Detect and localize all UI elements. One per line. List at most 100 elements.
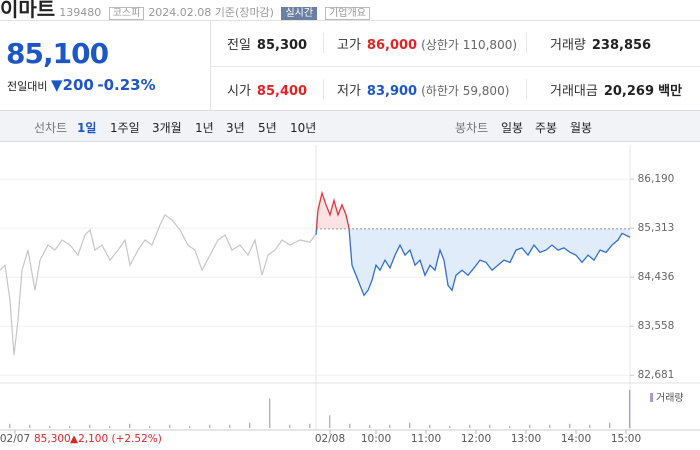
tab[interactable]: 5년 — [258, 121, 277, 135]
tab[interactable]: 주봉 — [535, 121, 558, 135]
y-tick-label: 84,436 — [638, 271, 675, 283]
stats: 전일 85,300 고가 86,000 (상한가 110,800) 거래량 238,85… — [211, 20, 700, 111]
stat-value: 85,400 — [256, 84, 308, 99]
stat: 거래량 238,856 — [550, 34, 651, 53]
volume-bar — [89, 424, 91, 428]
volume-bar — [289, 424, 291, 428]
stat-sub: (상한가 110,800) — [421, 38, 518, 52]
volume-bar — [569, 423, 571, 428]
stat: 거래대금 20,269 백만 — [550, 80, 682, 99]
volume-bar — [449, 425, 451, 428]
volume-bar — [629, 390, 631, 428]
tab: 선차트 — [34, 121, 68, 135]
stat-label: 거래대금 — [550, 84, 598, 99]
volume-bar — [469, 424, 471, 428]
stat-label: 전일 — [227, 38, 251, 53]
volume-bar — [389, 424, 391, 428]
volume-bar — [49, 425, 51, 428]
volume-bar — [429, 424, 431, 428]
tab[interactable]: 10년 — [290, 121, 317, 135]
change-label: 전일대비 — [7, 80, 48, 93]
stat-value: 238,856 — [591, 38, 652, 53]
stat-label: 시가 — [227, 84, 251, 99]
chart-tabs: 선차트 1일 1주일 3개월 1년 3년 5년 10년 봉차트 일봉 주봉 월봉 — [0, 110, 700, 142]
x-tick-label: 02/07 — [0, 433, 30, 445]
volume-bar — [529, 424, 531, 428]
volume-bar — [249, 422, 251, 428]
tab[interactable]: 월봉 — [570, 121, 593, 135]
stats-row: 시가 85,400 저가 83,900 (하한가 59,800) 거래대금 20,269… — [211, 66, 700, 111]
stat-value: 83,900 — [366, 84, 418, 99]
chart: 86,190 85,313 84,436 83,558 82,681 거래량 02/07 02… — [0, 145, 700, 445]
volume-bar — [9, 423, 11, 428]
stock-name: 이마트 — [0, 0, 56, 21]
stat-label: 거래량 — [550, 38, 586, 53]
volume-bar — [509, 425, 511, 428]
tab: 봉차트 — [455, 121, 489, 135]
stat-sub: (하한가 59,800) — [421, 84, 510, 98]
volume-bar — [29, 424, 31, 428]
tab[interactable]: 1일 — [77, 121, 97, 135]
market: 코스피 — [108, 7, 145, 20]
y-tick-label: 86,190 — [638, 173, 675, 185]
volume-bar — [109, 425, 111, 428]
price-line — [0, 213, 316, 356]
company-button[interactable]: 기업개요 — [325, 7, 370, 20]
date: 2024.02.08 기준(장마감) — [148, 6, 274, 19]
stat-label: 저가 — [337, 84, 361, 99]
y-tick-label: 83,558 — [638, 320, 675, 332]
stock-code: 139480 — [59, 6, 102, 19]
volume-bar — [69, 425, 71, 428]
volume-legend-swatch — [650, 393, 653, 402]
realtime-button[interactable]: 실시간 — [281, 7, 318, 20]
change: 전일대비 ▼200 -0.23% — [7, 76, 156, 94]
volume-label: 거래량 — [656, 392, 684, 404]
volume-bar — [269, 398, 271, 428]
volume-bar — [309, 423, 311, 428]
tab[interactable]: 일봉 — [501, 121, 524, 135]
volume-bar — [329, 415, 331, 428]
x-tick-label: 12:00 — [461, 433, 491, 445]
volume-bar — [489, 424, 491, 428]
volume-bar — [349, 423, 351, 428]
tab[interactable]: 1주일 — [110, 121, 140, 135]
volume-bar — [129, 423, 131, 428]
stat-unit: 백만 — [658, 84, 683, 99]
volume-bar — [209, 424, 211, 428]
tab[interactable]: 3년 — [226, 121, 245, 135]
volume-bar — [369, 424, 371, 428]
stat: 저가 83,900 (하한가 59,800) — [337, 80, 509, 99]
volume-bar — [589, 424, 591, 428]
stat: 시가 85,400 — [227, 80, 307, 99]
stat-value: 86,000 — [366, 38, 418, 53]
volume-bar — [549, 424, 551, 428]
stats-row: 전일 85,300 고가 86,000 (상한가 110,800) 거래량 238,85… — [211, 21, 700, 65]
volume-bar — [169, 424, 171, 428]
x-tick-label: 10:00 — [361, 433, 391, 445]
stat: 전일 85,300 — [227, 34, 307, 53]
price-line — [315, 228, 631, 297]
volume-bar — [149, 425, 151, 428]
area-fill — [316, 193, 630, 229]
stat: 고가 86,000 (상한가 110,800) — [337, 34, 517, 53]
x-tick-label: 11:00 — [411, 433, 441, 445]
stat-value: 20,269 — [603, 84, 655, 99]
price: 85,100 — [6, 37, 109, 70]
header: 이마트 139480 코스피 2024.02.08 기준(장마감) 실시간 기업개요 — [0, 0, 374, 22]
tab[interactable]: 1년 — [195, 121, 214, 135]
volume-bar — [189, 425, 191, 428]
y-tick-label: 82,681 — [638, 369, 675, 381]
tab[interactable]: 3개월 — [152, 121, 182, 135]
prev-close: 85,300 — [34, 433, 71, 445]
stat-value: 85,300 — [256, 38, 308, 53]
stat-label: 고가 — [337, 38, 361, 53]
volume-bar — [229, 424, 231, 428]
change-value: ▼200 — [50, 76, 94, 94]
y-tick-label: 85,313 — [638, 222, 675, 234]
area-fill — [316, 228, 630, 296]
x-tick-label: 15:00 — [611, 433, 641, 445]
prev-change: ▲2,100 (+2.52%) — [70, 433, 162, 445]
quote-panel: 85,100 전일대비 ▼200 -0.23% — [0, 20, 211, 111]
change-rate: -0.23% — [97, 76, 156, 94]
